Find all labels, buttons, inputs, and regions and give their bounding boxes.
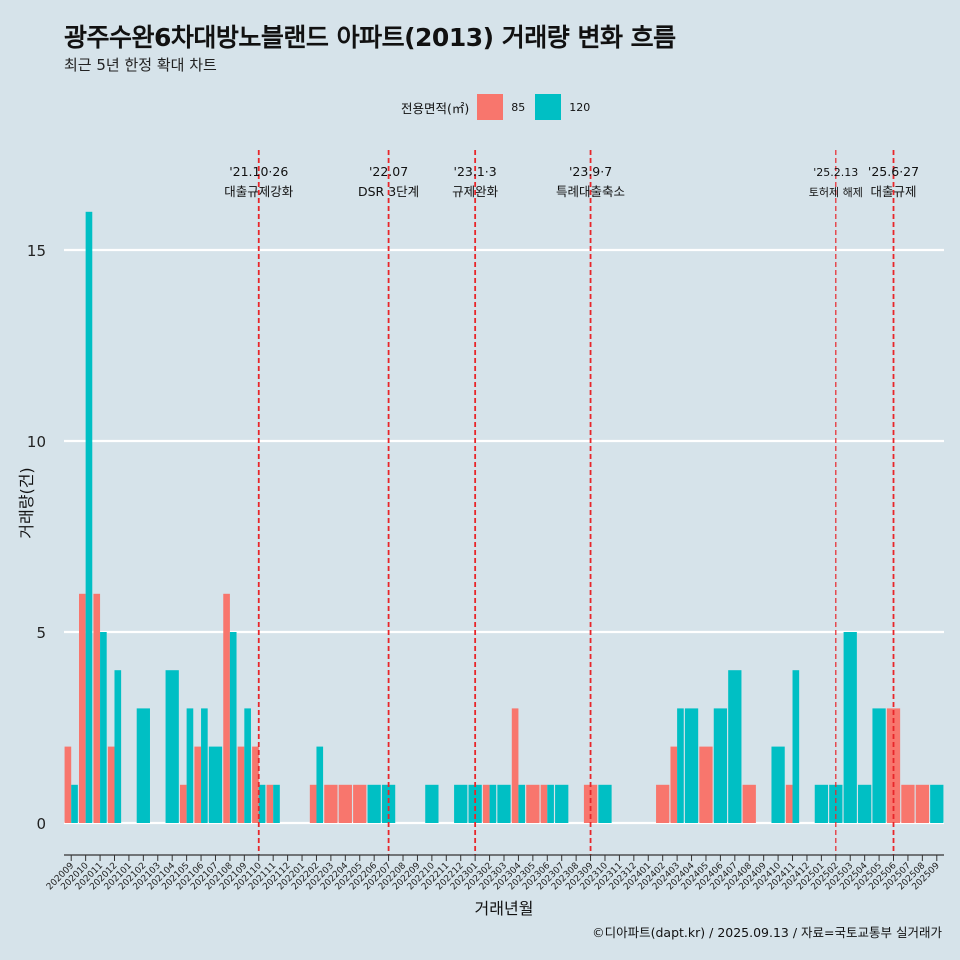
- bar-120-202010: [85, 211, 93, 824]
- bar-120-202502: [829, 784, 843, 823]
- caption: ©디아파트(dapt.kr) / 2025.09.13 / 자료=국토교통부 실…: [592, 925, 942, 940]
- bar-120-202108: [229, 632, 237, 823]
- bar-120-202410: [771, 746, 785, 823]
- bar-120-202406: [713, 708, 728, 823]
- bar-120-202403: [677, 708, 684, 823]
- bar-120-202302: [489, 784, 497, 823]
- annotation-label-202309: 특례대출축소: [556, 184, 625, 199]
- bar-120-202106: [201, 708, 208, 823]
- bar-85-202012: [107, 746, 115, 823]
- bar-120-202304: [518, 784, 526, 823]
- bar-85-202106: [194, 746, 202, 823]
- bar-120-202111: [273, 784, 280, 823]
- bar-120-202012: [114, 670, 122, 823]
- bar-85-202408: [742, 784, 756, 823]
- legend-label-120: 120: [569, 100, 591, 114]
- bar-120-202306: [547, 784, 554, 823]
- bar-85-202010: [79, 593, 86, 823]
- bar-120-202011: [100, 632, 107, 823]
- bar-85-202309: [583, 784, 598, 823]
- bar-85-202507: [901, 784, 915, 823]
- bar-85-202403: [670, 746, 678, 823]
- bar-85-202009: [64, 746, 72, 823]
- bar-120-202407: [728, 670, 742, 823]
- bar-85-202304: [511, 708, 519, 823]
- bar-120-202307: [555, 784, 569, 823]
- legend-key-85: [477, 94, 504, 120]
- bar-120-202102: [136, 708, 150, 823]
- bar-85-202306: [540, 784, 548, 823]
- annotation-date-202301: '23.1·3: [454, 164, 497, 179]
- bar-120-202109: [244, 708, 251, 823]
- bar-85-202302: [482, 784, 490, 823]
- annotation-date-202502: '25.2.13: [813, 166, 858, 179]
- annotation-date-202207: '22.07: [369, 164, 408, 179]
- bar-120-202104: [165, 670, 179, 823]
- bar-85-202202: [309, 784, 317, 823]
- bar-120-202505: [872, 708, 886, 823]
- bar-120-202501: [814, 784, 829, 823]
- annotation-date-202309: '23.9·7: [569, 164, 612, 179]
- chart-title: 광주수완6차대방노블랜드 아파트(2013) 거래량 변화 흐름: [64, 23, 676, 52]
- annotation-label-202301: 규제완화: [452, 184, 499, 199]
- bar-120-202404: [684, 708, 699, 823]
- y-tick-label: 0: [36, 815, 46, 833]
- bar-85-202011: [93, 593, 101, 823]
- bar-120-202110: [258, 784, 266, 823]
- bar-120-202503: [843, 632, 857, 823]
- y-axis-title: 거래량(건): [17, 467, 36, 538]
- y-tick-label: 10: [27, 433, 46, 451]
- bar-85-202110: [252, 746, 259, 823]
- bar-120-202212: [454, 784, 468, 823]
- bar-120-202310: [598, 784, 612, 823]
- annotation-date-202506: '25.6·27: [868, 164, 919, 179]
- bar-85-202405: [699, 746, 713, 823]
- bar-85-202108: [223, 593, 230, 823]
- chart-subtitle: 최근 5년 한정 확대 차트: [64, 56, 217, 74]
- bar-85-202402: [656, 784, 670, 823]
- bar-120-202210: [425, 784, 439, 823]
- annotation-label-202110: 대출규제강화: [224, 184, 294, 199]
- legend-key-120: [535, 94, 562, 120]
- bar-85-202204: [338, 784, 352, 823]
- bar-120-202411: [792, 670, 800, 823]
- bar-85-202411: [785, 784, 793, 823]
- bar-85-202305: [526, 784, 540, 823]
- bar-120-202107: [208, 746, 223, 823]
- bar-120-202504: [858, 784, 872, 823]
- y-tick-label: 15: [27, 242, 46, 260]
- bar-85-202109: [237, 746, 245, 823]
- legend-title: 전용면적(㎡): [401, 100, 470, 116]
- bar-120-202303: [497, 784, 511, 823]
- annotation-label-202207: DSR 3단계: [358, 184, 419, 199]
- annotation-label-202506: 대출규제: [871, 184, 917, 199]
- bar-85-202105: [179, 784, 187, 823]
- annotation-date-202110: '21.10·26: [229, 164, 288, 179]
- legend-label-85: 85: [511, 100, 526, 114]
- annotation-label-202502: 토허제 해제: [809, 185, 863, 199]
- bar-120-202009: [71, 784, 78, 823]
- bar-85-202203: [324, 784, 338, 823]
- y-tick-label: 5: [36, 624, 46, 642]
- bar-120-202206: [367, 784, 381, 823]
- bar-120-202202: [316, 746, 324, 823]
- bar-120-202105: [186, 708, 194, 823]
- bar-85-202508: [915, 784, 929, 823]
- x-axis-title: 거래년월: [475, 899, 534, 918]
- bar-85-202506: [886, 708, 901, 823]
- bar-85-202205: [353, 784, 367, 823]
- bar-85-202111: [266, 784, 274, 823]
- bar-120-202207: [381, 784, 396, 823]
- bar-120-202301: [468, 784, 482, 823]
- bar-120-202509: [930, 784, 944, 823]
- legend: 전용면적(㎡) 85 120: [401, 93, 600, 121]
